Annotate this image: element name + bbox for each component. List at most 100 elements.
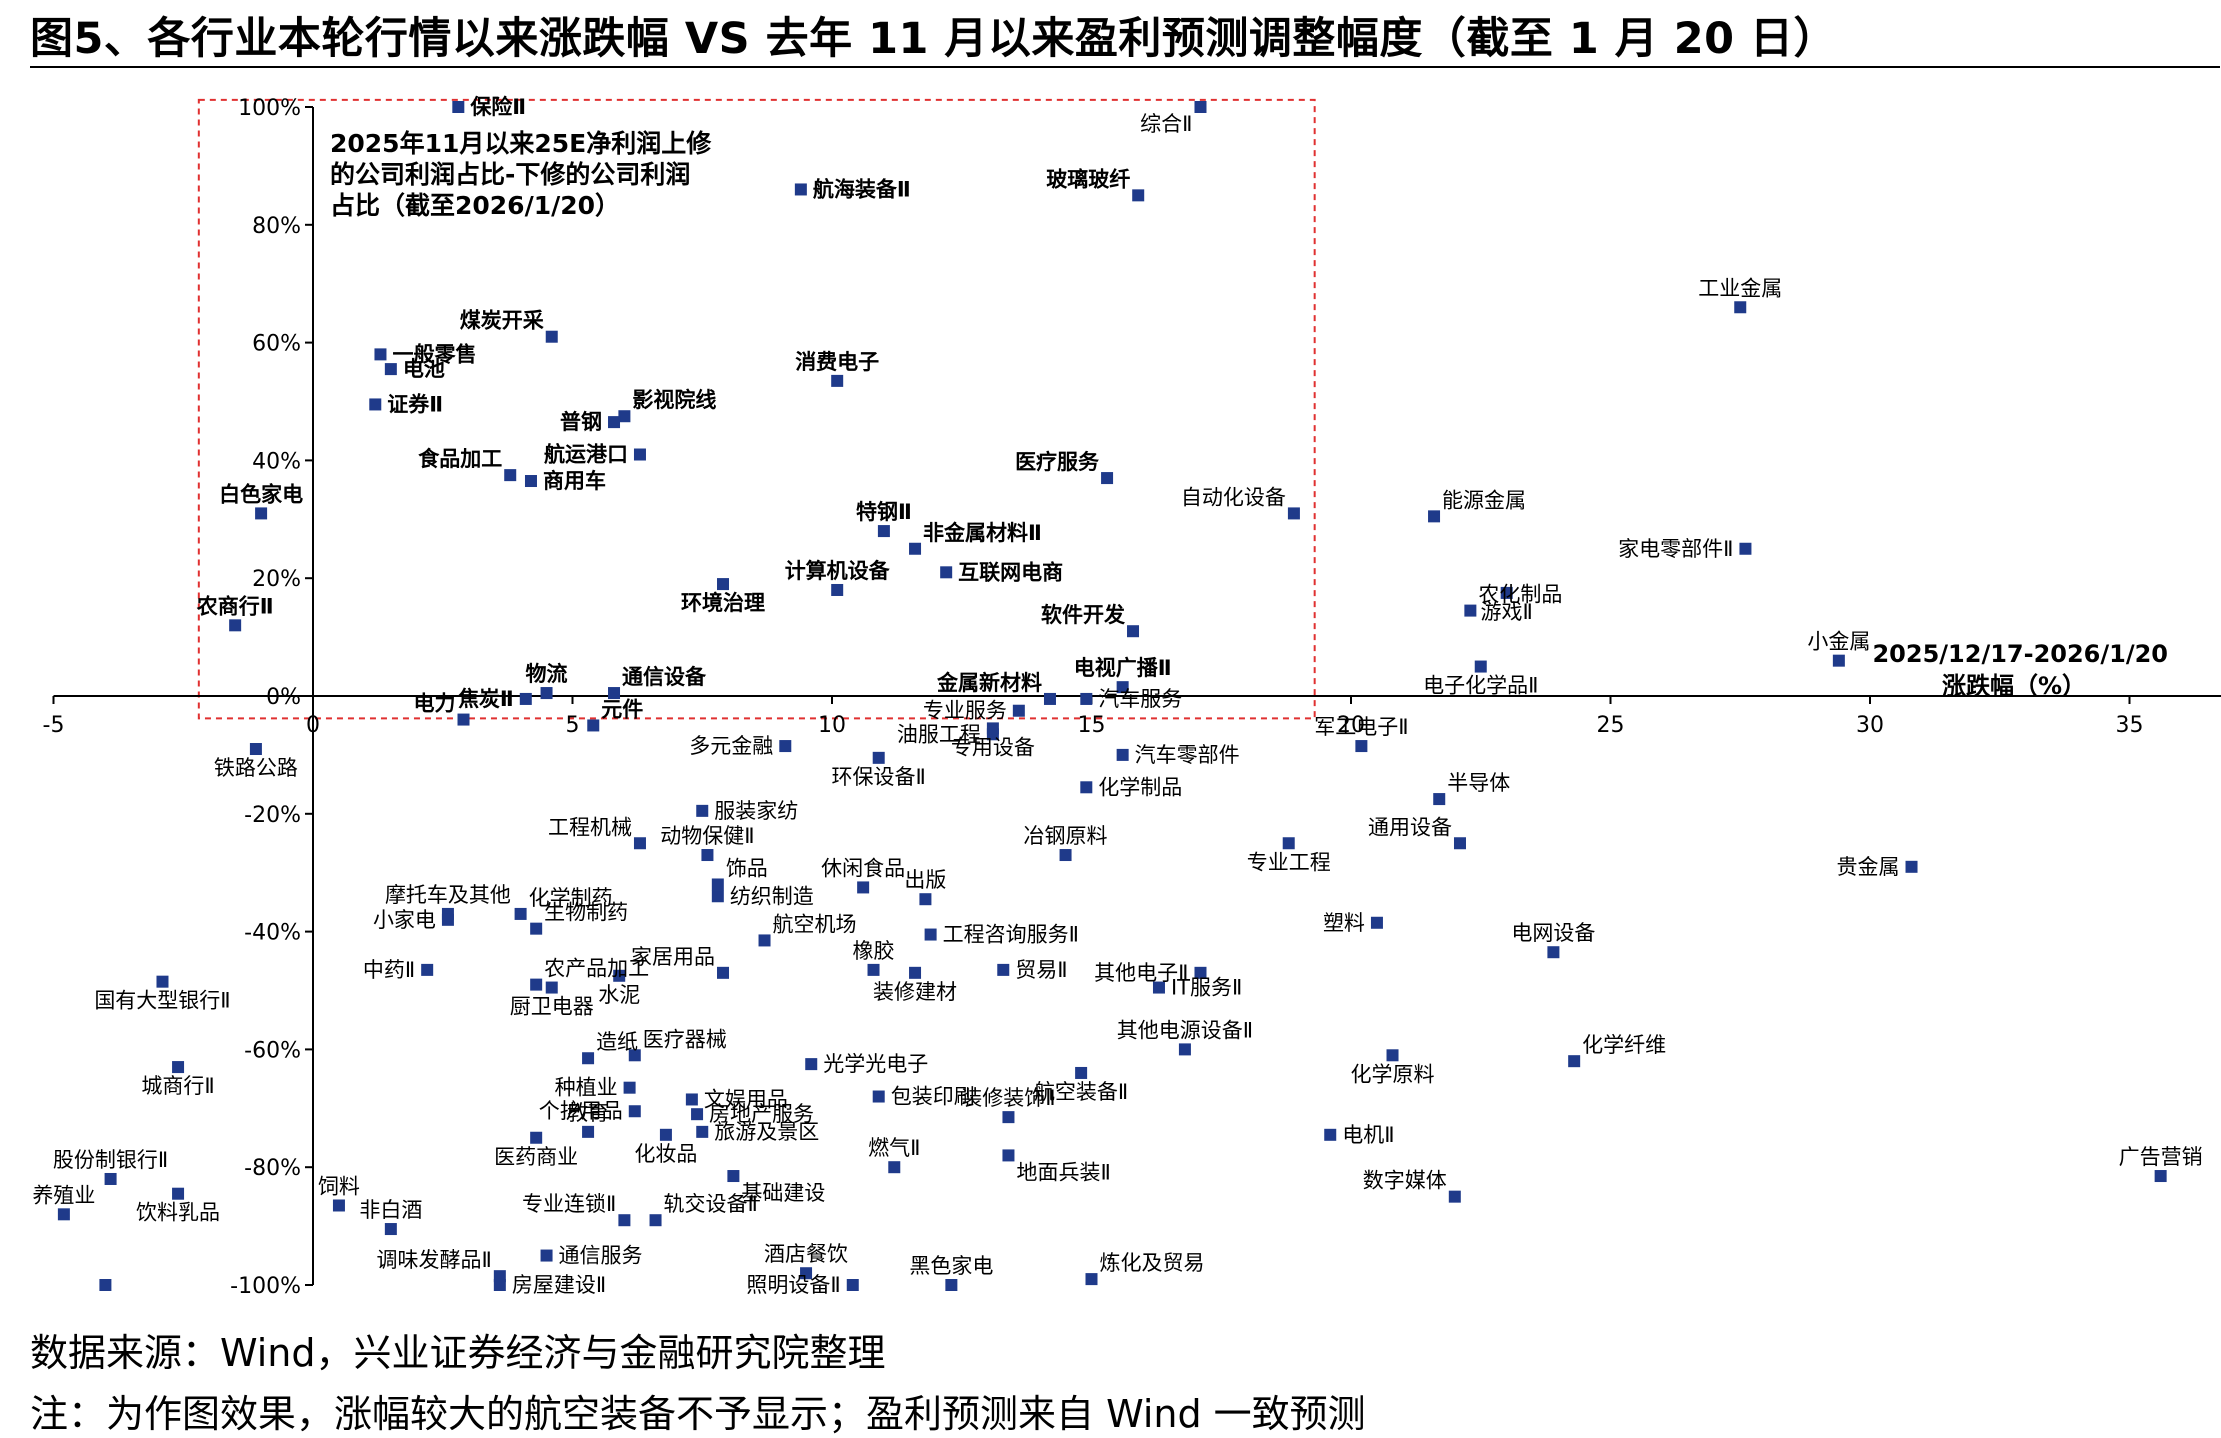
- x-tick-label: 20: [1337, 713, 1365, 738]
- data-point: [332, 1199, 345, 1212]
- data-point: [457, 713, 470, 726]
- data-label: 电网设备: [1511, 921, 1595, 945]
- data-point: [649, 1214, 662, 1227]
- data-point: [758, 934, 771, 947]
- data-point: [1101, 472, 1114, 485]
- chart-title: 图5、各行业本轮行情以来涨跌幅 VS 去年 11 月以来盈利预测调整幅度（截至 …: [30, 14, 1838, 64]
- data-point: [872, 1090, 885, 1103]
- data-point: [545, 330, 558, 343]
- data-label: 燃气Ⅱ: [868, 1136, 920, 1160]
- data-label: 家电零部件Ⅱ: [1618, 537, 1733, 561]
- data-label: 工程机械: [548, 815, 632, 839]
- data-point: [691, 1108, 704, 1121]
- data-label: 玻璃玻纤: [1046, 167, 1130, 191]
- data-point: [452, 101, 465, 113]
- data-point: [986, 722, 999, 735]
- data-label: 电子化学品Ⅱ: [1423, 674, 1538, 698]
- y-tick-label: 40%: [252, 449, 301, 474]
- data-point: [872, 751, 885, 764]
- x-axis-title-line: 涨跌幅（%）: [1942, 672, 2086, 700]
- data-point: [628, 1105, 641, 1118]
- data-label: 化学原料: [1351, 1062, 1435, 1086]
- data-point: [618, 410, 631, 423]
- data-label: 消费电子: [795, 350, 879, 374]
- data-point: [1043, 692, 1056, 705]
- data-label: 农商行Ⅱ: [196, 594, 274, 618]
- data-label: 光学光电子: [823, 1052, 928, 1076]
- y-tick-label: -20%: [244, 803, 301, 828]
- data-point: [530, 1131, 543, 1144]
- data-label: 文娱用品: [704, 1087, 788, 1111]
- data-point: [613, 969, 626, 982]
- data-label: 摩托车及其他: [385, 883, 511, 907]
- data-label: 种植业: [555, 1076, 618, 1100]
- data-label: 计算机设备: [785, 559, 891, 583]
- y-tick-label: -60%: [244, 1038, 301, 1063]
- y-axis-title-line: 占比（截至2026/1/20）: [330, 191, 620, 220]
- data-point: [794, 183, 807, 196]
- data-label: 化学制药: [529, 886, 613, 910]
- data-point: [156, 975, 169, 988]
- data-label: 汽车零部件: [1135, 743, 1240, 767]
- data-label: 元件: [601, 697, 643, 721]
- data-point: [1152, 981, 1165, 994]
- data-label: 医疗服务: [1015, 450, 1100, 474]
- data-point: [1080, 781, 1093, 794]
- data-label: 教育: [567, 1101, 609, 1125]
- data-point: [530, 978, 543, 991]
- data-label: 房屋建设Ⅱ: [512, 1273, 606, 1297]
- data-point: [1116, 681, 1129, 694]
- data-point: [1012, 704, 1025, 717]
- data-point: [727, 1170, 740, 1183]
- data-point: [909, 542, 922, 555]
- data-label: 纺织制造: [730, 884, 814, 908]
- data-point: [711, 890, 724, 903]
- data-label: 多元金融: [689, 734, 773, 758]
- data-label: 白色家电: [219, 482, 303, 506]
- data-point: [633, 837, 646, 850]
- data-point: [582, 1125, 595, 1138]
- data-label: 环保设备Ⅱ: [832, 765, 926, 789]
- data-point: [608, 416, 621, 429]
- data-label: 炼化及贸易: [1100, 1251, 1205, 1275]
- data-label: 军工电子Ⅱ: [1314, 715, 1408, 739]
- data-label: 城商行Ⅱ: [141, 1074, 214, 1098]
- data-label: 通信服务: [559, 1244, 643, 1268]
- data-point: [369, 398, 382, 411]
- data-point: [545, 981, 558, 994]
- data-label: 个护用品: [539, 1099, 623, 1123]
- data-point: [1568, 1055, 1581, 1068]
- data-point: [945, 1279, 958, 1291]
- data-point: [172, 1187, 185, 1200]
- data-point: [618, 1214, 631, 1227]
- data-label: 数字媒体: [1363, 1169, 1447, 1193]
- data-point: [857, 881, 870, 894]
- data-label: 中药Ⅱ: [363, 958, 415, 982]
- data-point: [800, 1267, 813, 1280]
- y-tick-label: 20%: [252, 567, 301, 592]
- data-label: 证券Ⅱ: [387, 392, 443, 416]
- data-point: [1734, 301, 1747, 314]
- highlight-box: [197, 98, 1316, 720]
- data-point: [1474, 660, 1487, 673]
- data-point: [1386, 1049, 1399, 1062]
- data-point: [659, 1128, 672, 1141]
- data-label: 商用车: [543, 469, 606, 493]
- data-label: 水泥: [598, 983, 640, 1007]
- data-point: [1178, 1043, 1191, 1056]
- data-point: [924, 928, 937, 941]
- data-point: [1287, 507, 1300, 520]
- data-point: [104, 1172, 117, 1185]
- data-point: [519, 692, 532, 705]
- data-point: [831, 374, 844, 387]
- data-label: 装修建材: [873, 980, 957, 1004]
- data-point: [1428, 510, 1441, 523]
- data-point: [779, 740, 792, 753]
- x-tick-label: 10: [818, 713, 846, 738]
- data-point: [1002, 1149, 1015, 1162]
- data-point: [582, 1052, 595, 1065]
- data-point: [1500, 586, 1513, 599]
- data-label: 房地产服务: [709, 1102, 814, 1126]
- data-label: 黑色家电: [909, 1254, 993, 1278]
- y-tick-label: 60%: [252, 332, 301, 357]
